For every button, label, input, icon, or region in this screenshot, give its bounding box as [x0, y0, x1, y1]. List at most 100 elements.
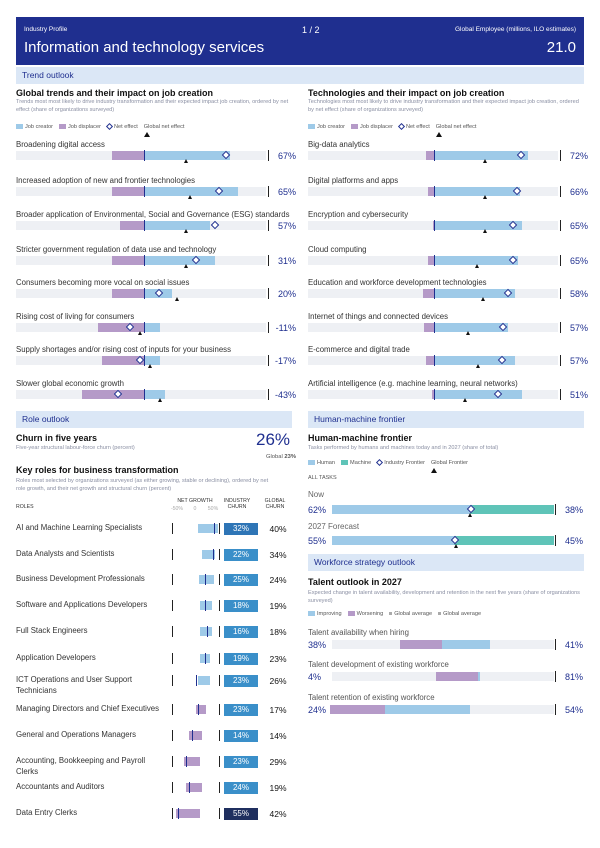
trend-label: Broader application of Environmental, So… — [16, 210, 290, 219]
impact-track — [16, 288, 266, 301]
role-name: ICT Operations and User Support Technici… — [16, 675, 133, 695]
talent-bar — [332, 672, 554, 681]
creator-bar — [144, 151, 230, 160]
legend-machine: Machine — [341, 460, 371, 466]
axis-tick — [219, 549, 220, 560]
net-effect-value: 65% — [569, 221, 588, 231]
trend-label: Increased adoption of new and frontier t… — [16, 176, 196, 185]
page-number: 1 / 2 — [302, 25, 320, 35]
zero-tick — [144, 220, 146, 231]
improving-fill — [442, 640, 490, 649]
role-name: Managing Directors and Chief Executives — [16, 704, 160, 713]
displacer-bar — [102, 356, 144, 365]
creator-bar — [434, 151, 528, 160]
global-net-effect-marker — [481, 297, 485, 301]
axis-tick — [219, 675, 220, 686]
creator-bar — [434, 256, 518, 265]
legend-job-displacer: Job displacer — [350, 124, 393, 130]
displacer-bar — [120, 221, 144, 230]
employee-value: 21.0 — [546, 39, 576, 56]
end-marker — [268, 220, 269, 231]
fc-human-value: 55% — [308, 536, 327, 546]
global-churn-value: 14% — [269, 731, 287, 741]
global-net-effect-marker — [138, 331, 142, 335]
end-marker — [555, 535, 556, 546]
now-label: Now — [308, 490, 325, 499]
net-growth-bar — [172, 782, 220, 793]
role-name: Data Analysts and Scientists — [16, 549, 115, 558]
global-net-effect-marker — [483, 159, 487, 163]
end-marker — [268, 150, 269, 161]
now-global-frontier — [468, 513, 472, 517]
talent-label: Talent development of existing workforce — [308, 660, 449, 669]
creator-bar — [144, 356, 160, 365]
end-marker — [560, 288, 561, 299]
impact-track — [308, 355, 558, 368]
net-effect-value: 57% — [569, 356, 588, 366]
impact-track — [308, 255, 558, 268]
role-name: Application Developers — [16, 653, 96, 662]
axis-tick — [172, 675, 173, 686]
creator-bar — [434, 187, 520, 196]
workforce-band: Workforce strategy outlook — [308, 554, 584, 571]
forecast-label: 2027 Forecast — [308, 522, 360, 531]
net-growth-marker — [205, 574, 206, 585]
displacer-bar — [112, 151, 144, 160]
axis-tick — [172, 756, 173, 767]
end-marker — [268, 186, 269, 197]
net-effect-value: 57% — [277, 221, 296, 231]
creator-bar — [144, 256, 215, 265]
zero-tick — [434, 322, 436, 333]
hmf-subtitle: Tasks performed by humans and machines t… — [308, 445, 499, 451]
trend-label: Big-data analytics — [308, 140, 370, 149]
net-growth-fill — [184, 757, 200, 766]
net-growth-marker — [205, 653, 206, 664]
fc-human-bar — [332, 536, 455, 545]
trend-label: Internet of things and connected devices — [308, 312, 449, 321]
trend-label: Artificial intelligence (e.g. machine le… — [308, 379, 518, 388]
zero-tick — [434, 389, 436, 400]
net-growth-fill — [200, 627, 212, 636]
tech-subtitle: Technologies most most likely to drive i… — [308, 99, 579, 113]
end-marker — [555, 504, 556, 515]
hmf-title: Human-machine frontier — [308, 433, 413, 443]
zero-tick — [144, 288, 146, 299]
net-effect-marker — [210, 220, 220, 230]
talent-left-value: 4% — [308, 672, 322, 682]
creator-bar — [434, 323, 508, 332]
legend-job-creator: Job creator — [308, 124, 345, 130]
net-growth-fill — [200, 601, 212, 610]
industry-churn-value: 23% — [224, 756, 258, 768]
axis-zero: 0 — [193, 506, 197, 512]
talent-subtitle: Expected change in talent availability, … — [308, 590, 580, 604]
page-header: Industry Profile 1 / 2 Global Employee (… — [16, 17, 584, 65]
displacer-bar — [432, 390, 434, 399]
trend-label: E-commerce and digital trade — [308, 345, 410, 354]
churn-global: Global 23% — [266, 454, 296, 460]
net-growth-marker — [213, 549, 214, 560]
displacer-bar — [112, 256, 144, 265]
legend-worsening: Worsening — [347, 611, 383, 617]
trend-label: Digital platforms and apps — [308, 176, 399, 185]
impact-track — [308, 389, 558, 402]
global-trends-legend: Job creator Job displacer Net effect Glo… — [16, 122, 184, 137]
fc-machine-bar — [454, 536, 554, 545]
creator-bar — [434, 356, 515, 365]
creator-bar — [144, 390, 165, 399]
legend-global-frontier: Global Frontier — [430, 460, 468, 473]
industry-churn-value: 55% — [224, 808, 258, 820]
legend-global-net-effect: Global net effect — [143, 124, 184, 137]
talent-bar — [332, 640, 554, 649]
all-tasks-label: ALL TASKS — [308, 475, 337, 481]
end-marker — [560, 220, 561, 231]
net-growth-marker — [178, 808, 179, 819]
creator-bar — [144, 187, 238, 196]
creator-bar — [434, 221, 522, 230]
forecast-bar — [332, 535, 554, 548]
net-growth-bar — [172, 574, 220, 585]
impact-track — [308, 288, 558, 301]
axis-tick — [172, 653, 173, 664]
trend-label: Encryption and cybersecurity — [308, 210, 409, 219]
net-effect-value: 31% — [277, 256, 296, 266]
trend-outlook-band: Trend outlook — [16, 67, 584, 84]
